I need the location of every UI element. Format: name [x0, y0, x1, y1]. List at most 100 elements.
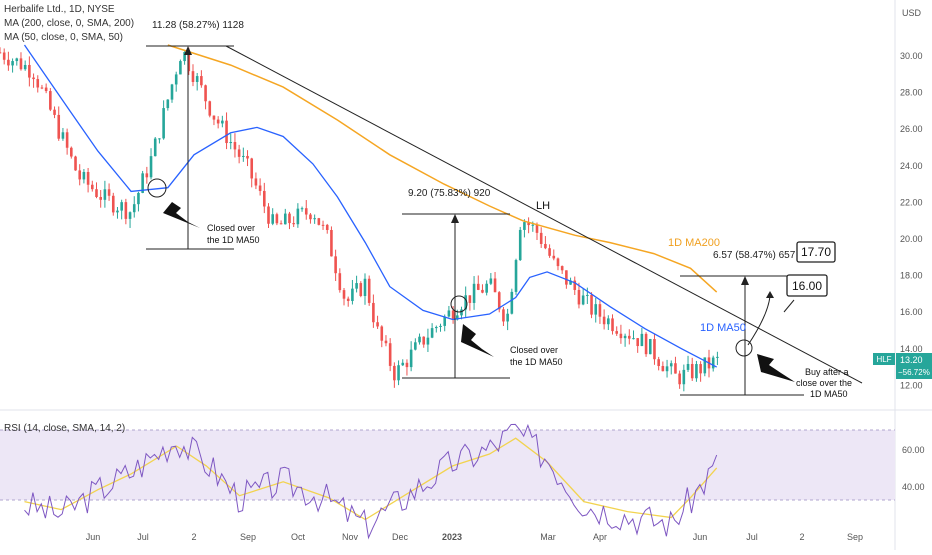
candle-body — [514, 260, 518, 292]
candle-body — [569, 280, 572, 285]
candle-body — [313, 218, 316, 220]
target-box-1[interactable]: 17.70 — [796, 241, 836, 263]
candle-body — [141, 173, 144, 193]
note-1-line-2: the 1D MA50 — [207, 235, 260, 245]
candle-body — [544, 243, 547, 249]
time-tick-label: 2 — [191, 532, 196, 542]
time-tick-label: Sep — [240, 532, 256, 542]
candle-body — [250, 158, 254, 179]
candle-body — [409, 349, 413, 368]
candle-body — [556, 258, 560, 267]
candle-body — [640, 333, 644, 347]
candle-body — [36, 79, 40, 88]
rsi-legend[interactable]: RSI (14, close, SMA, 14, 2) — [4, 423, 126, 434]
time-axis[interactable]: Jun Jul 2 Sep Oct Nov Dec 2023 Mar Apr Jun Jul 2 Sep — [86, 532, 863, 542]
time-tick-label: Sep — [847, 532, 863, 542]
price-tick-label: 26.00 — [900, 124, 923, 134]
candle-body — [581, 295, 585, 305]
candle-body — [669, 363, 673, 367]
candle-body — [166, 99, 170, 109]
candle-body — [124, 202, 128, 219]
price-ticks: 30.00 28.00 26.00 24.00 22.00 20.00 18.00 16.00… — [900, 51, 923, 390]
rsi-lines — [24, 423, 718, 540]
candle-body — [560, 266, 564, 271]
candle-body — [476, 283, 480, 290]
last-change: −56.72% — [898, 368, 930, 377]
ma50-line — [23, 44, 718, 368]
measure-tool-3[interactable]: 6.57 (58.47%) 657 — [680, 250, 804, 396]
candle-body — [523, 222, 526, 230]
candle-body — [246, 155, 249, 159]
last-price-badge[interactable] — [896, 353, 932, 379]
lh-label: LH — [536, 200, 550, 212]
lh-trendline[interactable] — [225, 45, 863, 384]
candle-body — [426, 337, 430, 345]
arrow-1 — [163, 202, 200, 228]
candle-body — [309, 214, 312, 220]
candle-body — [430, 328, 434, 338]
symbol-badge-text: HLF — [876, 355, 891, 364]
candle-body — [271, 214, 274, 224]
candle-body — [711, 357, 715, 369]
candle-body — [590, 294, 593, 315]
candle-body — [28, 64, 31, 78]
candle-body — [44, 87, 48, 92]
target-pointer — [783, 299, 795, 313]
note-1-line-1: Closed over — [207, 223, 255, 233]
candle-body — [636, 338, 639, 347]
candle-body — [653, 339, 656, 360]
time-tick-label: 2023 — [442, 532, 462, 542]
time-tick-label: Oct — [291, 532, 306, 542]
price-tick-label: 12.00 — [900, 380, 923, 390]
price-tick-label: 28.00 — [900, 88, 923, 98]
candle-body — [468, 295, 472, 303]
candle-body — [40, 87, 44, 89]
candle-body — [623, 335, 627, 339]
candle-body — [439, 325, 442, 327]
candle-body — [531, 224, 535, 226]
candle-body — [162, 108, 165, 139]
price-tick-label: 14.00 — [900, 344, 923, 354]
candle-body — [116, 210, 119, 213]
candle-body — [435, 326, 438, 329]
symbol-legend[interactable]: Herbalife Ltd., 1D, NYSE — [4, 4, 115, 15]
candle-body — [334, 256, 337, 274]
time-tick-label: 2 — [799, 532, 804, 542]
price-tick-label: 16.00 — [900, 307, 923, 317]
currency-label: USD — [902, 8, 922, 18]
candle-body — [149, 156, 153, 178]
candle-body — [78, 170, 82, 180]
candle-body — [204, 85, 207, 102]
candle-body — [351, 288, 354, 301]
projection-arrow — [747, 295, 771, 346]
candle-body — [615, 331, 619, 334]
time-tick-label: Jun — [86, 532, 101, 542]
candle-body — [128, 212, 132, 219]
candle-body — [401, 362, 405, 366]
candle-body — [518, 229, 522, 261]
arrow-2 — [461, 324, 494, 357]
rsi-tick-60: 60.00 — [902, 445, 925, 455]
measure-tool-1[interactable]: 11.28 (58.27%) 1128 — [146, 20, 244, 250]
target-box-2[interactable]: 16.00 — [786, 274, 828, 297]
candle-body — [485, 283, 488, 293]
ma50-legend[interactable]: MA (50, close, 0, SMA, 50) — [4, 32, 123, 43]
candle-body — [619, 333, 623, 339]
candle-body — [338, 273, 342, 291]
ma200-line — [167, 44, 718, 293]
candle-body — [111, 195, 115, 213]
candle-body — [195, 76, 199, 82]
candle-body — [300, 208, 304, 210]
measure-tool-2[interactable]: 9.20 (75.83%) 920 — [402, 188, 510, 379]
candle-body — [502, 309, 505, 322]
price-axis-area[interactable] — [896, 0, 932, 550]
candle-body — [279, 223, 283, 225]
candle-body — [254, 178, 258, 186]
candle-body — [263, 190, 266, 207]
price-tick-label: 18.00 — [900, 271, 923, 281]
ma200-legend[interactable]: MA (200, close, 0, SMA, 200) — [4, 18, 135, 29]
candle-body — [611, 318, 614, 332]
candle-body — [627, 335, 631, 339]
